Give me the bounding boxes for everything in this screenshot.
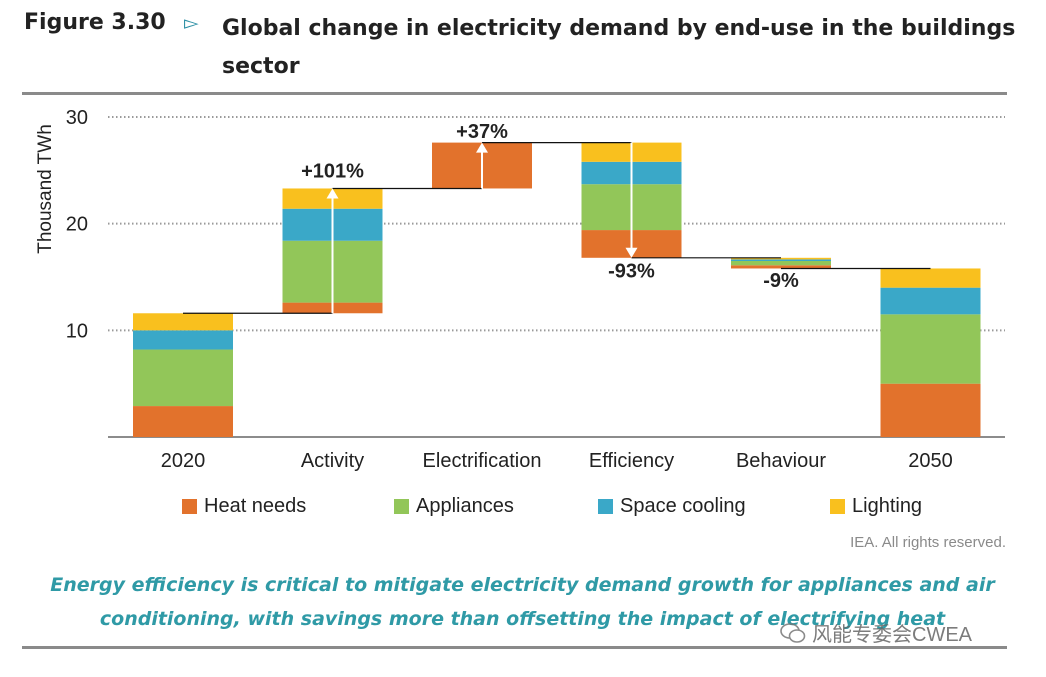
legend-label: Heat needs: [204, 494, 307, 517]
bar-segment-space-cooling: [731, 259, 831, 261]
bar-segment-space-cooling: [133, 330, 233, 350]
bar-segment-lighting: [731, 257, 831, 260]
chat-bubbles-icon: [780, 622, 806, 643]
y-axis-label: Thousand TWh: [35, 124, 56, 254]
x-tick-label: Efficiency: [589, 450, 674, 472]
legend-swatch: [598, 498, 613, 514]
x-tick-label: Activity: [301, 450, 364, 472]
bar-segment-space-cooling: [880, 287, 981, 315]
data-label: -93%: [608, 261, 655, 283]
play-arrow-icon: ▻: [184, 13, 199, 34]
bar-segment-appliances: [880, 314, 981, 384]
bar-segment-heat-needs: [731, 265, 831, 269]
x-tick-label: 2050: [908, 450, 953, 472]
x-tick-label: Electrification: [423, 450, 542, 472]
data-label: +37%: [456, 121, 508, 143]
data-label: -9%: [763, 270, 799, 292]
figure-caption: Energy efficiency is critical to mitigat…: [50, 574, 995, 630]
chart-area: 10 20 30 Thousand TWh 2020 Activity Electrific…: [35, 107, 1005, 472]
legend-item-appliances: Appliances: [394, 492, 514, 520]
data-label: +101%: [301, 160, 364, 182]
legend-item-heat-needs: Heat needs: [182, 492, 306, 520]
y-tick-label: 30: [66, 107, 88, 129]
y-tick-label: 20: [66, 214, 88, 236]
top-rule: [22, 92, 1007, 95]
change-arrow-head: [625, 247, 638, 258]
bar-segment-lighting: [133, 313, 233, 331]
legend-item-space-cooling: Space cooling: [598, 492, 746, 520]
bottom-rule: [22, 646, 1007, 649]
figure-label: Figure 3.30: [24, 10, 166, 35]
watermark-text: 风能专委会CWEA: [812, 624, 972, 646]
figure-title: Global change in electricity demand by e…: [222, 16, 1016, 79]
legend-swatch: [394, 498, 409, 514]
y-tick-label: 10: [66, 320, 88, 342]
bar-segment-lighting: [880, 268, 981, 288]
rights-notice: IEA. All rights reserved.: [850, 534, 1006, 551]
bar-segment-heat-needs: [133, 406, 233, 437]
change-arrow-head: [326, 188, 339, 199]
legend-swatch: [830, 498, 845, 514]
legend-item-lighting: Lighting: [830, 492, 922, 520]
bar-segment-appliances: [731, 261, 831, 266]
bar-segment-heat-needs: [880, 383, 981, 437]
x-tick-label: 2020: [161, 450, 206, 472]
bar-segment-appliances: [133, 349, 233, 407]
legend-label: Space cooling: [620, 494, 746, 517]
x-tick-label: Behaviour: [736, 450, 826, 472]
change-arrow-head: [476, 142, 488, 153]
legend-label: Lighting: [852, 494, 923, 517]
legend-label: Appliances: [416, 494, 514, 517]
legend-swatch: [182, 498, 197, 514]
watermark: 风能专委会CWEA: [780, 618, 972, 647]
